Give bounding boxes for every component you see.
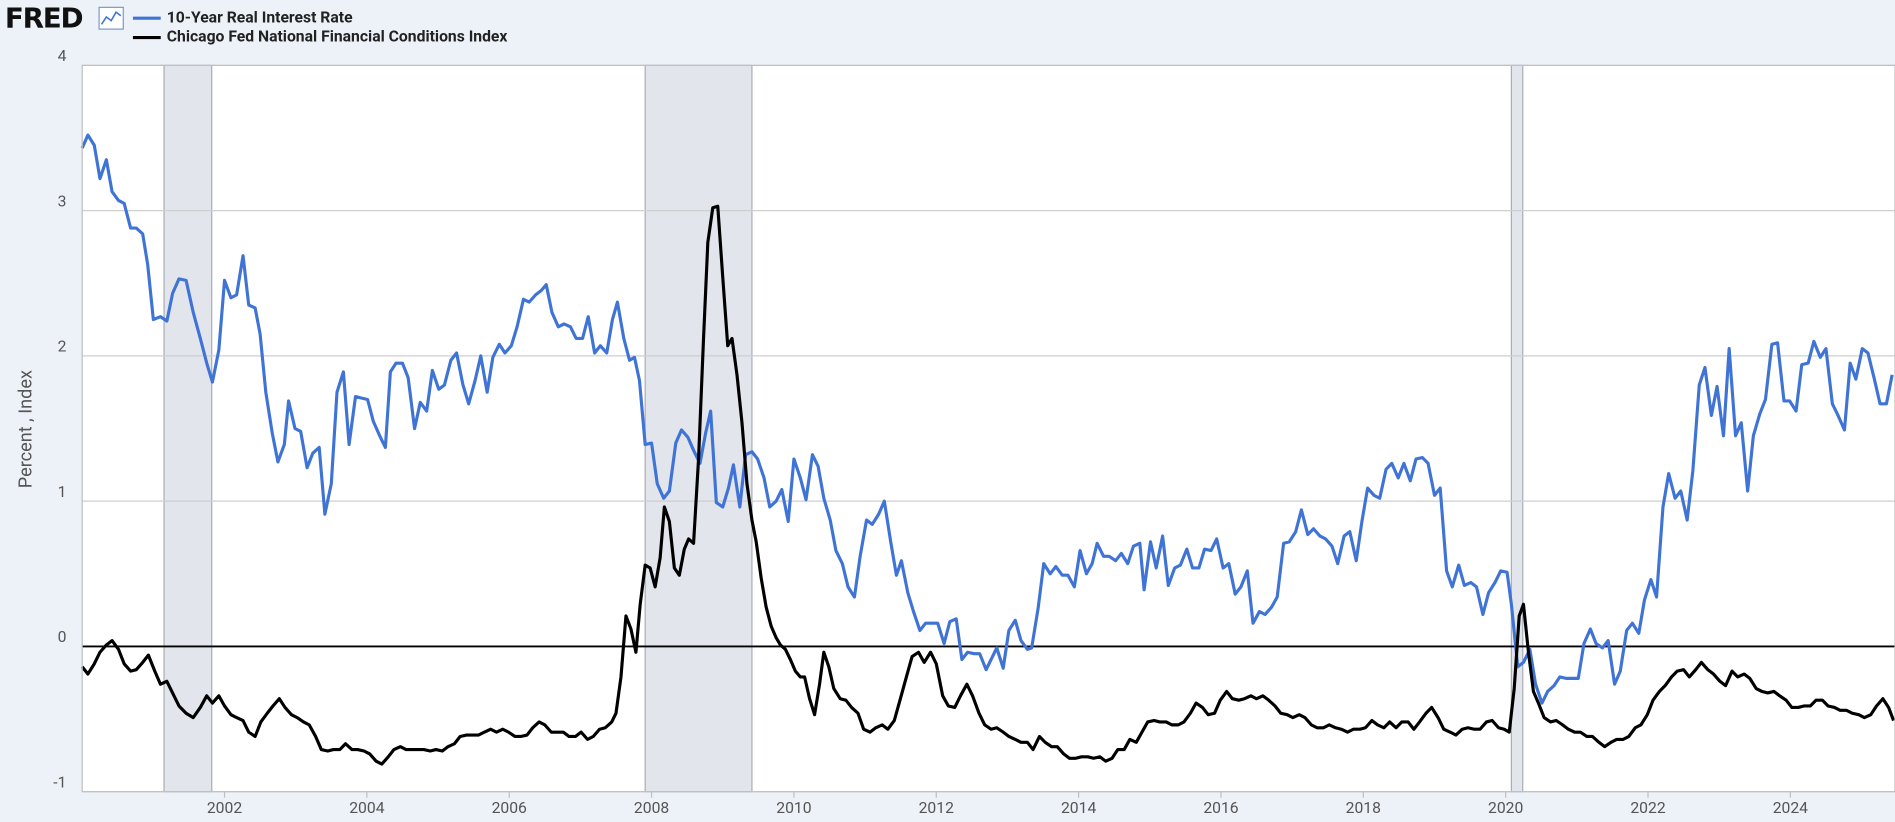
x-tick-label: 2016 — [1203, 798, 1238, 817]
logo: FRED — [5, 1, 83, 34]
x-tick-label: 2020 — [1488, 798, 1523, 817]
plot-area — [82, 65, 1895, 792]
x-tick-label: 2010 — [776, 798, 811, 817]
x-tick-label: 2008 — [634, 798, 669, 817]
x-tick-label: 2018 — [1346, 798, 1381, 817]
y-tick-label: 0 — [58, 627, 67, 646]
legend-label: Chicago Fed National Financial Condition… — [167, 27, 508, 46]
y-tick-label: 4 — [58, 46, 67, 65]
x-tick-label: 2004 — [349, 798, 384, 817]
plot-border — [81, 64, 1895, 793]
x-tick-label: 2024 — [1773, 798, 1808, 817]
x-tick-label: 2006 — [492, 798, 527, 817]
y-tick-label: -1 — [53, 772, 66, 791]
x-tick-label: 2014 — [1061, 798, 1096, 817]
series-lines — [80, 133, 1895, 766]
x-tick-label: 2012 — [919, 798, 954, 817]
logo-icon — [98, 6, 124, 30]
legend-label: 10-Year Real Interest Rate — [167, 7, 353, 26]
y-tick-label: 3 — [58, 191, 67, 210]
x-tick-label: 2022 — [1630, 798, 1665, 817]
y-tick-label: 2 — [58, 337, 67, 356]
y-axis-title: Percent , Index — [15, 370, 36, 488]
series-line — [80, 133, 1894, 705]
series-line — [80, 204, 1895, 766]
y-tick-label: 1 — [58, 482, 67, 501]
recession-band — [163, 64, 213, 793]
x-tick-label: 2002 — [207, 798, 242, 817]
